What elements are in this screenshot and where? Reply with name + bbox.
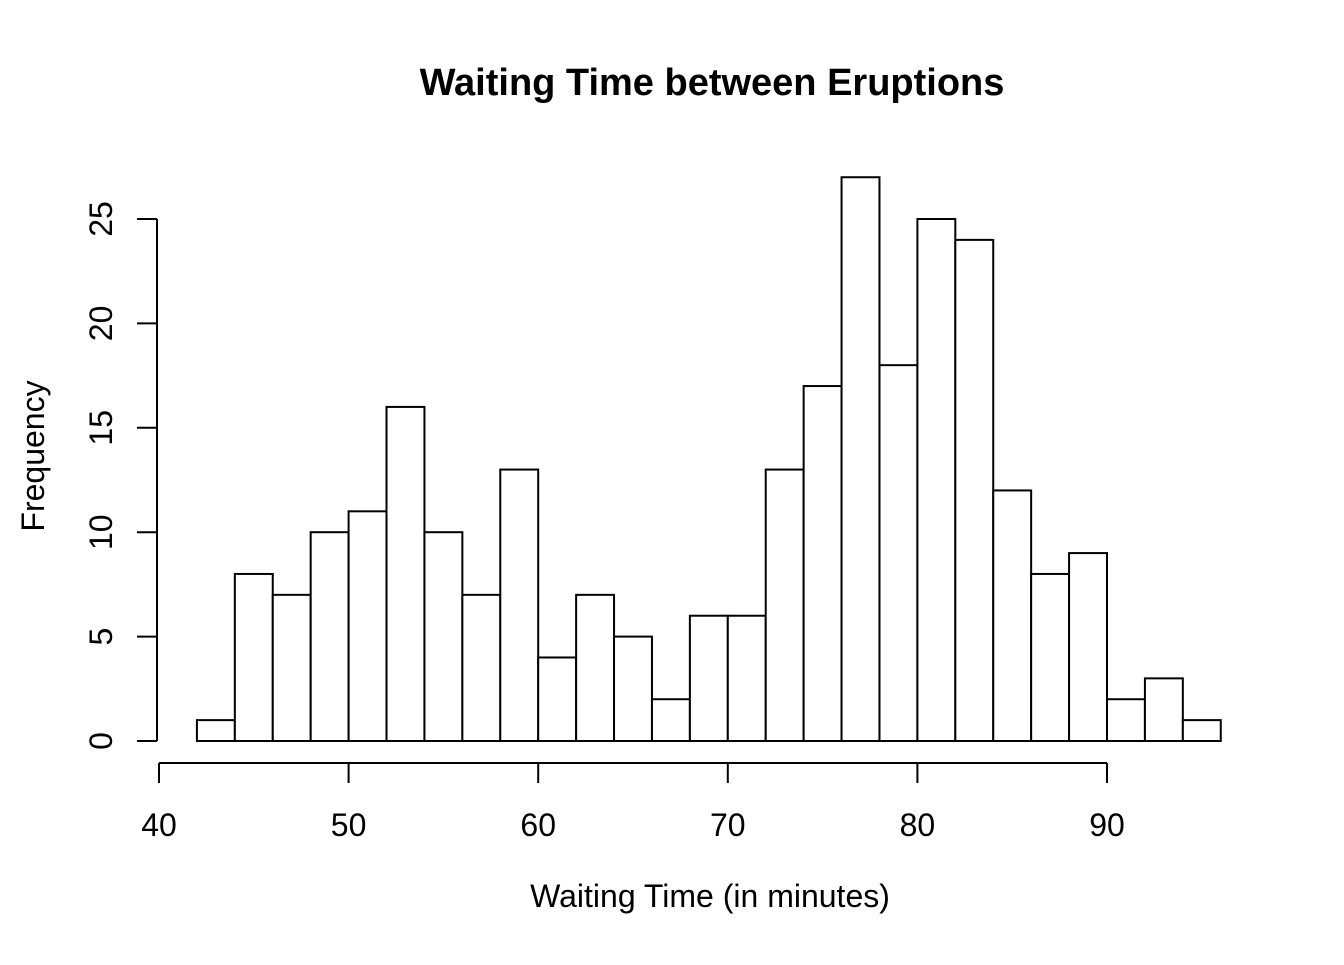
histogram-bar	[1030, 572, 1071, 743]
y-tick-label: 15	[83, 410, 119, 446]
x-tick-label: 40	[141, 807, 177, 843]
histogram-bar	[764, 468, 805, 742]
x-tick-label: 50	[331, 807, 367, 843]
histogram-bar	[878, 364, 919, 742]
histogram-bar	[271, 593, 312, 743]
histogram-bar	[1068, 552, 1108, 743]
x-tick-label: 60	[520, 807, 556, 843]
histogram-bar	[1181, 719, 1222, 742]
axes-group: 0 5 10 15 20 25 40 50 60 70 80 90	[83, 201, 1125, 843]
histogram-bar	[233, 572, 274, 743]
histogram-bar	[650, 698, 691, 742]
histogram-bar	[385, 405, 426, 742]
x-tick-label: 80	[900, 807, 936, 843]
histogram-bar	[1143, 677, 1184, 742]
histogram-bar	[537, 656, 578, 742]
histogram-bar	[1106, 698, 1146, 742]
y-tick-label: 0	[83, 732, 119, 750]
histogram-bar	[423, 531, 464, 743]
histogram-bar	[802, 385, 843, 742]
bars-group	[195, 176, 1222, 743]
x-axis-label: Waiting Time (in minutes)	[530, 878, 890, 914]
histogram-bar	[613, 635, 653, 742]
histogram-bar	[347, 510, 388, 742]
chart-title: Waiting Time between Eruptions	[420, 62, 1005, 104]
histogram-bar	[916, 218, 957, 742]
y-tick-label: 10	[83, 514, 119, 550]
y-tick-label: 25	[83, 201, 119, 237]
y-tick-label: 5	[83, 628, 119, 646]
histogram-bar	[992, 489, 1033, 742]
y-tick-label: 20	[83, 306, 119, 342]
y-axis-label: Frequency	[15, 380, 51, 531]
x-tick-label: 70	[710, 807, 746, 843]
x-tick-label: 90	[1089, 807, 1125, 843]
histogram-bar	[195, 719, 236, 742]
histogram-bar	[840, 176, 881, 743]
histogram-bar	[726, 614, 767, 742]
histogram-bar	[499, 468, 540, 742]
histogram-bar	[309, 531, 350, 743]
histogram-bar	[954, 238, 995, 742]
histogram-bar	[461, 593, 502, 743]
histogram-bar	[688, 614, 729, 742]
histogram-bar	[575, 593, 616, 743]
